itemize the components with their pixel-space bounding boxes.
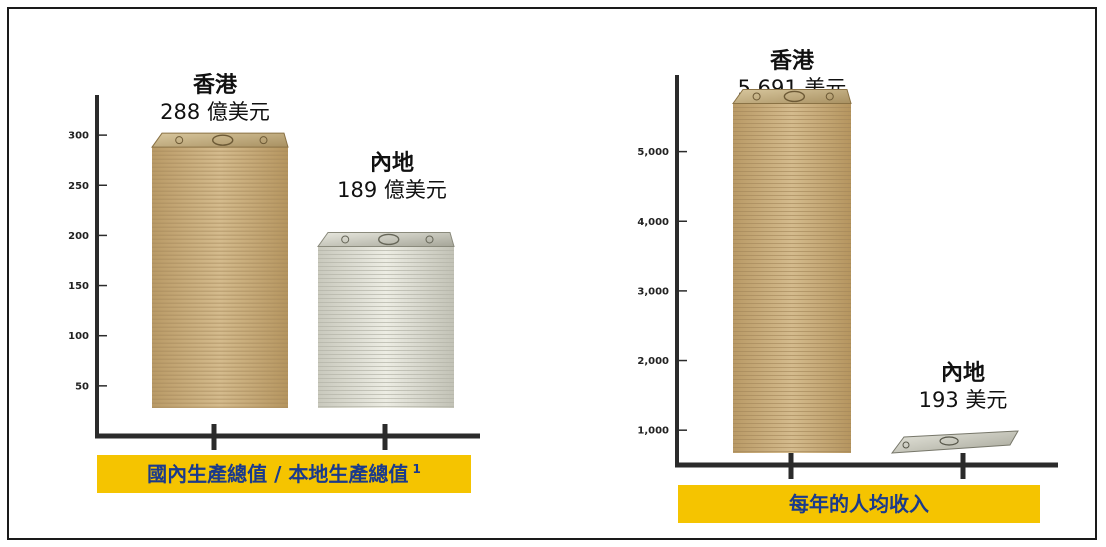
x-axis-label: 國內生產總值 / 本地生產總值 1 — [147, 462, 421, 486]
y-tick-label: 3,000 — [637, 286, 669, 297]
bar-mainland-top-bill — [317, 231, 455, 247]
bar-hong-kong — [733, 103, 851, 454]
x-axis-label-text: 國內生產總值 / 本地生產總值 — [147, 462, 408, 486]
x-axis-label-banner — [97, 455, 471, 493]
y-tick-label: 4,000 — [637, 217, 669, 228]
y-tick-label: 5,000 — [637, 147, 669, 158]
bar-hong-kong-body — [152, 147, 288, 408]
bar-hong-kong-top-bill — [151, 132, 289, 148]
bar-hong-kong-top-bill-seal-right — [825, 92, 834, 101]
bar-mainland — [890, 430, 1019, 454]
y-tick-label: 150 — [68, 281, 89, 292]
bill-seal — [902, 441, 910, 449]
y-tick-label: 100 — [68, 331, 89, 342]
bar-mainland-edges — [318, 250, 454, 407]
value-label-mainland: 189 億美元 — [337, 178, 447, 202]
bar-hong-kong-top-bill-face — [151, 132, 289, 148]
bar-hong-kong-top-bill-portrait — [783, 90, 806, 103]
category-label-mainland: 內地 — [941, 361, 985, 386]
footnote-marker: 1 — [408, 462, 421, 476]
category-label-hong-kong: 香港 — [193, 73, 238, 98]
bar-mainland-top-bill-seal-right — [425, 235, 434, 244]
bar-hong-kong-top-bill-face — [732, 88, 852, 104]
bar-mainland — [318, 246, 454, 408]
bar-hong-kong-edges — [733, 107, 851, 452]
bar-hong-kong-top-bill-seal-left — [175, 136, 184, 145]
y-tick-label: 2,000 — [637, 356, 669, 367]
bar-hong-kong-body — [733, 103, 851, 454]
value-label-hong-kong: 288 億美元 — [160, 100, 270, 124]
y-tick-label: 300 — [68, 131, 89, 142]
x-axis-label-banner — [678, 485, 1040, 523]
single-bill — [890, 430, 1019, 454]
bar-hong-kong — [152, 147, 288, 408]
bar-mainland-body — [318, 246, 454, 408]
bar-hong-kong-top-bill-seal-right — [259, 136, 268, 145]
y-tick-label: 50 — [75, 381, 89, 392]
bar-hong-kong-top-bill-portrait — [212, 134, 234, 146]
y-tick-label: 1,000 — [637, 426, 669, 437]
bar-mainland-top-bill-seal-left — [341, 235, 350, 244]
x-axis-label-text: 每年的人均收入 — [789, 492, 929, 516]
category-label-hong-kong: 香港 — [770, 49, 815, 74]
x-axis-label: 每年的人均收入 — [789, 492, 929, 516]
bill-portrait — [939, 436, 959, 446]
bar-hong-kong-top-bill — [732, 88, 852, 104]
bar-mainland-top-bill-portrait — [378, 233, 400, 246]
bar-hong-kong-edges — [152, 150, 288, 408]
category-label-mainland: 內地 — [370, 151, 414, 176]
value-label-mainland: 193 美元 — [919, 388, 1008, 412]
y-tick-label: 200 — [68, 231, 89, 242]
y-tick-label: 250 — [68, 181, 89, 192]
bar-hong-kong-top-bill-seal-left — [752, 92, 761, 101]
bar-mainland-top-bill-face — [317, 231, 455, 247]
